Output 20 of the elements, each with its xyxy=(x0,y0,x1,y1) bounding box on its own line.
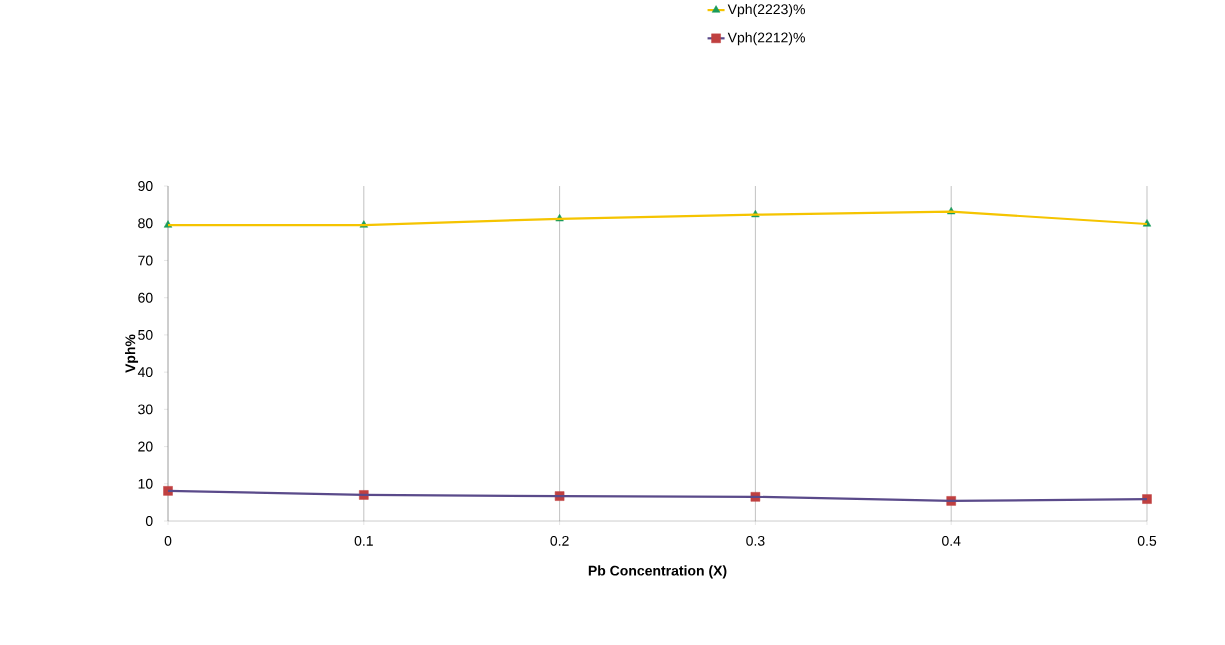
y-tick-label: 60 xyxy=(138,292,153,303)
y-tick-label: 10 xyxy=(138,478,153,489)
y-tick-label: 30 xyxy=(138,404,153,415)
legend-label: Vph(2223)% xyxy=(727,3,805,18)
y-tick-label: 80 xyxy=(138,218,153,229)
x-tick-label: 0.3 xyxy=(746,535,765,546)
x-tick-label: 0.4 xyxy=(942,535,961,546)
x-axis-title: Pb Concentration (X) xyxy=(588,565,727,579)
x-tick-label: 0 xyxy=(164,535,172,546)
y-tick-label: 70 xyxy=(138,255,153,266)
y-tick-label: 90 xyxy=(138,181,153,191)
y-tick-label: 40 xyxy=(137,367,153,378)
legend-label: Vph(2212)% xyxy=(727,32,805,46)
y-tick-label: 0 xyxy=(145,516,153,526)
y-tick-label: 20 xyxy=(138,441,153,452)
x-tick-label: 0.5 xyxy=(1137,535,1157,546)
x-tick-label: 0.2 xyxy=(550,535,569,546)
y-tick-label: 50 xyxy=(138,329,153,340)
x-tick-label: 0.1 xyxy=(354,535,373,546)
y-axis-title: Vph% xyxy=(125,334,139,373)
